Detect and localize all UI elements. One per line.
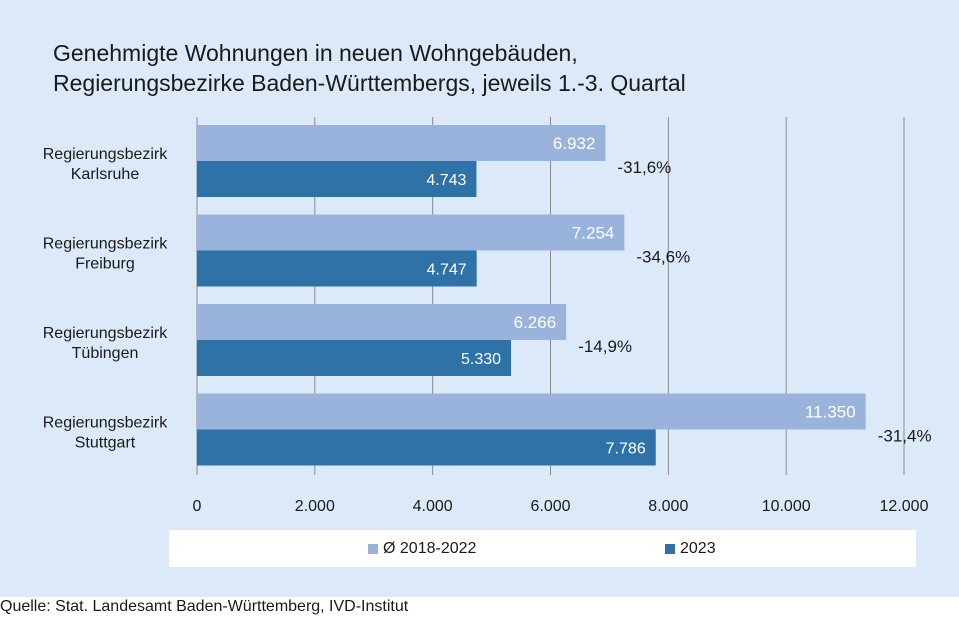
change-label: -14,9%	[578, 337, 632, 356]
bar-2023	[197, 429, 656, 466]
bar-2023	[197, 250, 477, 287]
legend-swatch-avg	[368, 543, 378, 554]
legend-label-2023: 2023	[680, 539, 716, 557]
change-label: -31,6%	[617, 158, 671, 177]
data-label: 11.350	[805, 403, 856, 422]
x-tick-label: 4.000	[413, 498, 453, 515]
data-label: 4.743	[426, 172, 466, 189]
x-tick-label: 2.000	[295, 498, 335, 515]
change-label: -31,4%	[878, 427, 932, 446]
y-category-label-line: Regierungsbezirk	[43, 414, 169, 431]
legend: Ø 2018-2022 2023	[169, 530, 916, 567]
x-tick-label: 6.000	[530, 498, 570, 515]
bar-avg-2018-2022	[197, 125, 606, 161]
chart-title: Genehmigte Wohnungen in neuen Wohngebäud…	[53, 38, 686, 98]
bar-chart: 0 2.000 4.000 6.000 8.000 10.000 12.000 Regieru…	[43, 117, 932, 515]
y-category-label-line: Karlsruhe	[71, 166, 140, 183]
source-note: Quelle: Stat. Landesamt Baden-Württember…	[0, 598, 409, 615]
data-label: 5.330	[461, 351, 501, 368]
x-tick-label: 10.000	[762, 498, 811, 515]
data-label: 4.747	[427, 262, 467, 279]
chart-title-line-1: Genehmigte Wohnungen in neuen Wohngebäud…	[53, 40, 578, 66]
y-category-label: Regierungsbezirk Tübingen	[43, 325, 169, 362]
bar-avg-2018-2022	[197, 304, 567, 340]
data-label: 6.266	[514, 313, 557, 332]
legend-swatch-2023	[665, 543, 675, 554]
legend-item-2023: 2023	[665, 530, 716, 567]
x-tick-label: 12.000	[880, 498, 929, 515]
change-label: -34,6%	[636, 248, 690, 267]
bar-avg-2018-2022	[197, 393, 866, 430]
y-category-label-line: Regierungsbezirk	[43, 235, 169, 252]
chart-panel: Genehmigte Wohnungen in neuen Wohngebäud…	[0, 0, 959, 597]
chart-title-line-2: Regierungsbezirke Baden-Württembergs, je…	[53, 70, 686, 96]
y-category-label-line: Stuttgart	[75, 434, 136, 451]
y-category-label-line: Regierungsbezirk	[43, 325, 169, 342]
y-category-label-line: Tübingen	[72, 345, 139, 362]
bar-2023	[197, 340, 512, 376]
y-category-label: Regierungsbezirk Karlsruhe	[43, 146, 169, 183]
legend-label-avg: Ø 2018-2022	[383, 539, 477, 557]
bar-avg-2018-2022	[197, 214, 625, 251]
legend-item-avg: Ø 2018-2022	[368, 530, 476, 567]
data-label: 7.786	[606, 441, 646, 458]
x-tick-label: 0	[193, 498, 202, 515]
bar-2023	[197, 161, 477, 197]
y-category-label: Regierungsbezirk Freiburg	[43, 235, 169, 272]
x-tick-label: 8.000	[648, 498, 688, 515]
data-label: 6.932	[553, 134, 596, 153]
data-label: 7.254	[572, 224, 615, 243]
y-category-label: Regierungsbezirk Stuttgart	[43, 414, 169, 451]
y-category-label-line: Freiburg	[75, 255, 135, 272]
y-category-label-line: Regierungsbezirk	[43, 146, 169, 163]
